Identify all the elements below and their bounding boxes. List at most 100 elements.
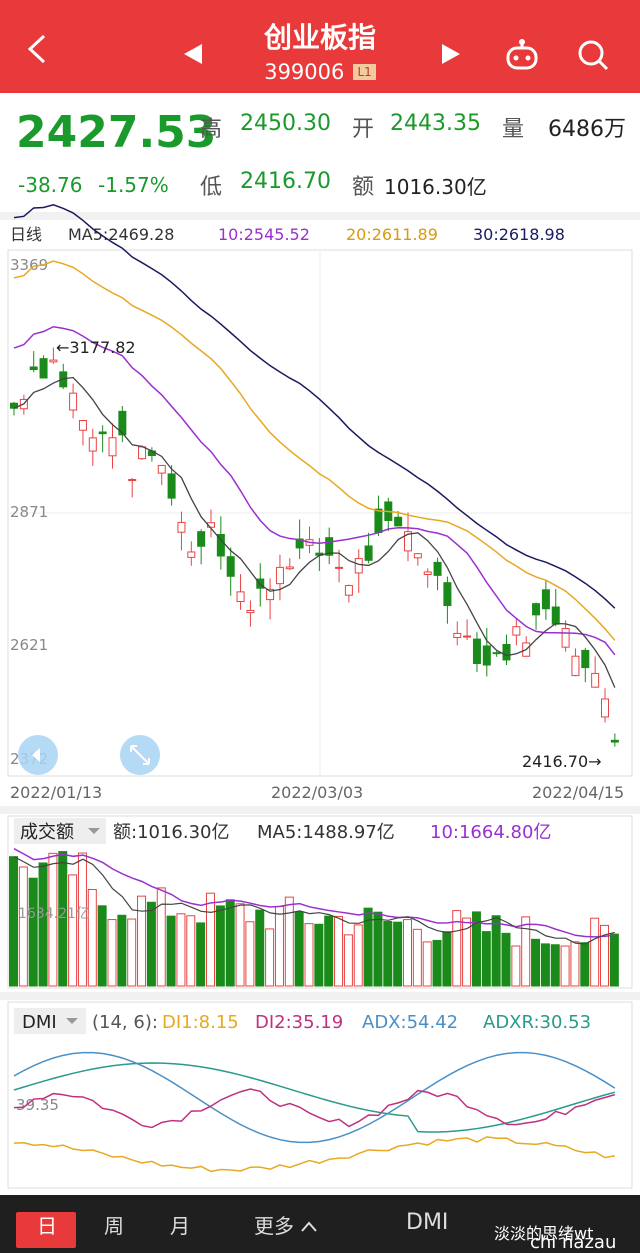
volume-bar	[550, 944, 560, 987]
y-tick-low: 2621	[10, 636, 48, 654]
volume-bar	[137, 895, 147, 987]
volume-bar	[274, 906, 284, 987]
search-icon[interactable]	[576, 38, 610, 76]
low-label: 低	[200, 175, 223, 200]
arrow-left-icon	[32, 748, 40, 762]
candle-body	[571, 655, 580, 677]
watermark-bottom: chi nazau	[530, 1232, 617, 1253]
volume-bar	[373, 911, 383, 987]
candle-body	[285, 566, 294, 570]
candle-body	[128, 479, 137, 482]
ma10-line	[13, 325, 616, 656]
candle-body	[246, 609, 255, 614]
fullscreen-button[interactable]	[120, 735, 160, 775]
volume-bar	[590, 917, 600, 987]
volume-bar	[521, 916, 531, 987]
next-stock-icon[interactable]	[440, 42, 462, 70]
candle-body	[266, 588, 275, 601]
low-value: 2416.70	[240, 169, 331, 194]
candle-body	[433, 561, 442, 576]
candle-body	[512, 626, 521, 636]
tab-indicator[interactable]: DMI	[406, 1210, 449, 1235]
volume-bar	[156, 887, 166, 987]
amount-label: 额	[352, 175, 375, 200]
volume-bar	[176, 913, 186, 987]
candle-body	[463, 635, 472, 638]
price-change-pct: -1.57%	[98, 173, 169, 197]
volume-bar	[38, 862, 48, 987]
kline-chart-area[interactable]: 日线 MA5:2469.28 10:2545.52 20:2611.89 30:…	[0, 0, 640, 1195]
candle-body	[344, 585, 353, 596]
volume-bar	[343, 934, 353, 987]
dmi-frame	[7, 1001, 633, 1189]
candle-body	[236, 591, 245, 603]
candle-body	[88, 437, 97, 452]
stock-code: 399006	[264, 60, 345, 84]
divider	[0, 992, 640, 1000]
candle-body	[502, 643, 511, 661]
tab-day-label: 日	[37, 1214, 57, 1238]
bottom-bar	[0, 1195, 640, 1253]
volume-bar	[294, 911, 304, 987]
dmi-adxr: ADXR:30.53	[483, 1012, 591, 1033]
tab-week[interactable]: 周	[104, 1214, 124, 1238]
candle-body	[335, 566, 344, 569]
divider	[0, 806, 640, 814]
robot-icon[interactable]	[504, 38, 540, 76]
volume-bar	[540, 943, 550, 987]
stock-title: 创业板指	[263, 21, 376, 54]
adxr-line	[13, 1062, 616, 1133]
volume-bar	[580, 942, 590, 987]
volume-ma10: 10:1664.80亿	[430, 822, 551, 843]
candle-body	[364, 545, 373, 561]
volume-bar	[186, 915, 196, 987]
high-label: 高	[200, 117, 223, 142]
back-icon[interactable]	[26, 34, 48, 64]
candle-body	[374, 508, 383, 534]
dmi-selector[interactable]: DMI	[14, 1008, 86, 1034]
candle-body	[275, 566, 284, 585]
volume-bar	[412, 928, 422, 987]
top-bar: 创业板指 399006 L1	[0, 0, 640, 93]
volume-value: 6486万	[548, 117, 626, 142]
volume-bar	[58, 851, 68, 987]
volume-label: 量	[502, 117, 525, 142]
period-label: 日线	[10, 225, 42, 244]
volume-bar	[422, 941, 432, 987]
prev-stock-icon[interactable]	[182, 42, 204, 70]
candle-body	[541, 589, 550, 610]
back-to-left-button[interactable]	[18, 735, 58, 775]
dropdown-icon	[66, 1018, 78, 1024]
candle-body	[472, 638, 481, 665]
volume-bar	[304, 923, 314, 987]
volume-bar	[107, 919, 117, 987]
ma10-legend: 10:2545.52	[218, 225, 310, 244]
volume-amount: 额:1016.30亿	[113, 822, 230, 843]
tab-month[interactable]: 月	[170, 1214, 190, 1238]
tab-day[interactable]	[16, 1212, 76, 1248]
candle-body	[354, 558, 363, 574]
volume-bar	[511, 945, 521, 987]
price-change: -38.76	[18, 173, 83, 197]
ma20-line	[13, 260, 616, 641]
volume-bar	[363, 907, 373, 987]
volume-selector[interactable]: 成交额	[14, 818, 106, 844]
di1-line	[13, 1136, 615, 1173]
volume-bar	[383, 921, 393, 987]
candles	[10, 347, 619, 747]
watermark-text: 淡淡的思绪wt	[494, 1224, 594, 1243]
volume-bar	[28, 877, 38, 987]
candle-body	[226, 556, 235, 577]
volume-bar	[353, 924, 363, 987]
volume-bar	[146, 901, 156, 987]
code-row: 399006 L1	[0, 60, 640, 84]
ma5-line	[13, 376, 616, 688]
candle-body	[187, 551, 196, 558]
candle-body	[118, 410, 127, 436]
ma30-legend: 30:2618.98	[473, 225, 565, 244]
open-label: 开	[352, 117, 375, 142]
candle-body	[610, 739, 619, 743]
volume-bar	[18, 866, 28, 987]
volume-bar	[393, 921, 403, 987]
tab-more[interactable]: 更多	[254, 1210, 318, 1239]
